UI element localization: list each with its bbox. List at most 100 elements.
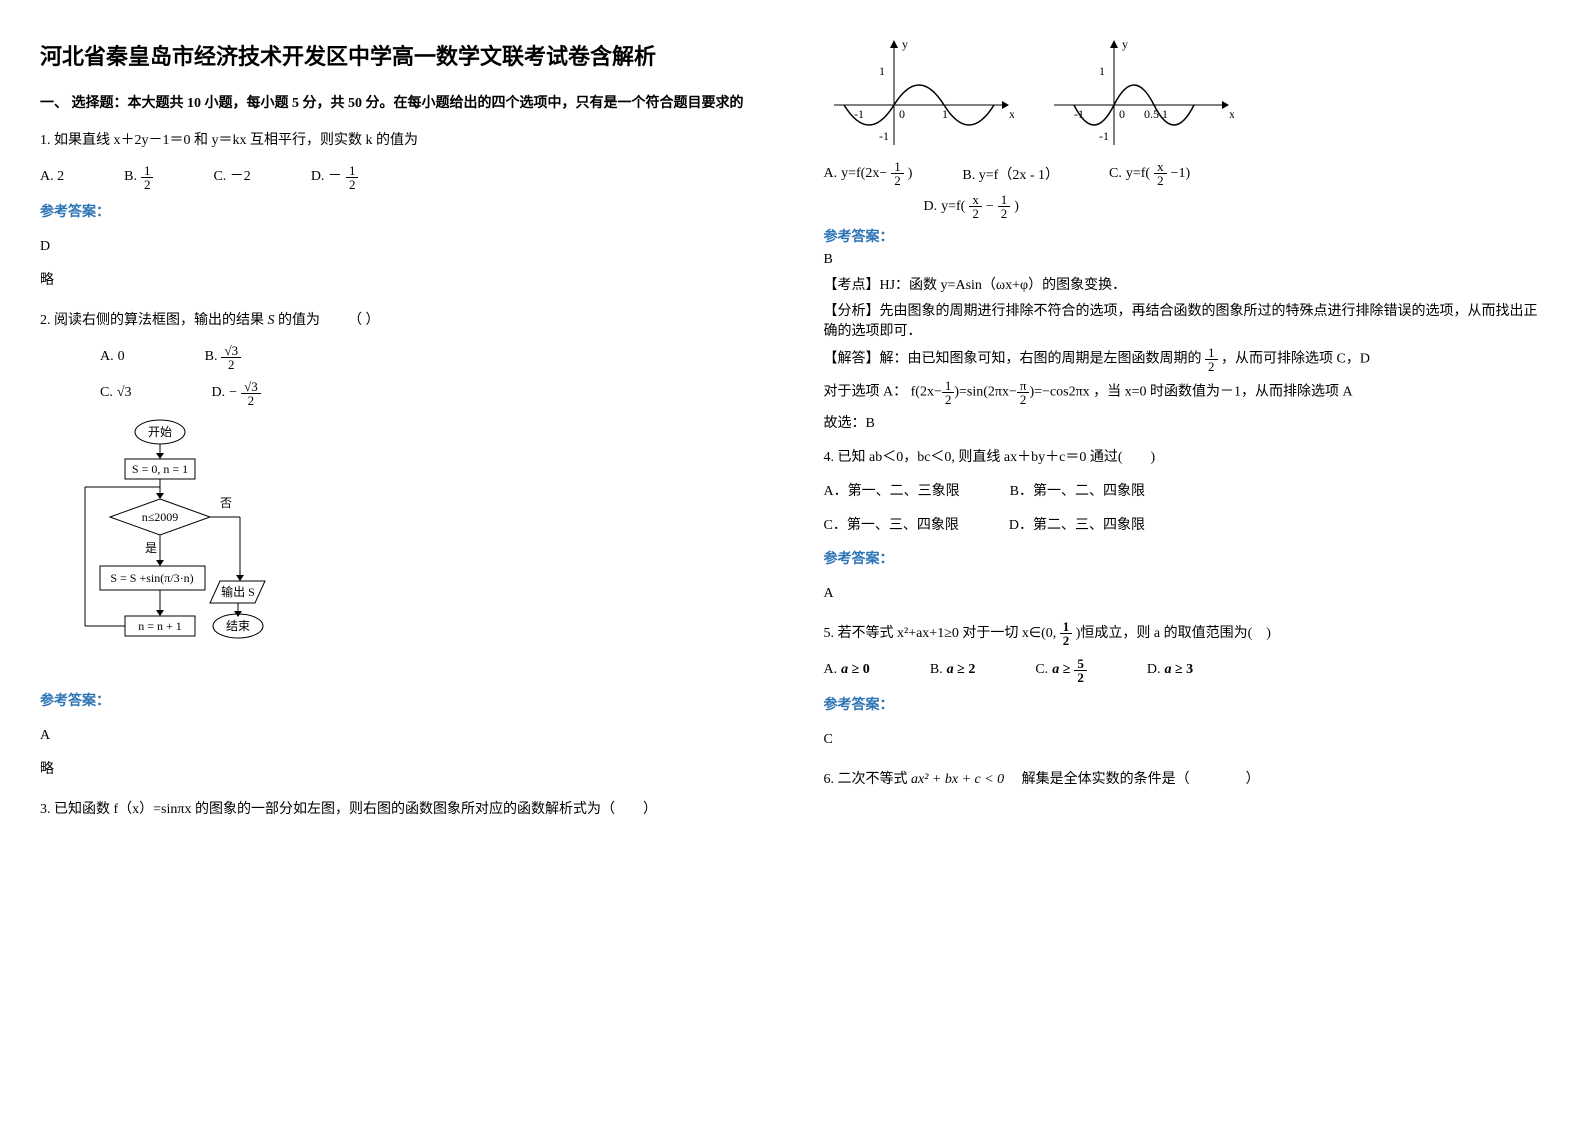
- flow-update: S = S +sin(π/3·n): [110, 571, 193, 585]
- q4-text: 4. 已知 ab＜0，bc＜0, 则直线 ax＋by＋c＝0 通过( ): [824, 444, 1548, 472]
- svg-text:-1: -1: [1099, 129, 1109, 143]
- q3-answer: B: [824, 252, 1548, 268]
- frac-icon: 52: [1074, 657, 1087, 684]
- q3-graphs: x y -1 0 1 1 -1 x y -1 0 0.5 1: [824, 40, 1548, 150]
- question-1: 1. 如果直线 x＋2y－1＝0 和 y＝kx 互相平行，则实数 k 的值为 A…: [40, 127, 764, 295]
- flow-end: 结束: [226, 619, 250, 633]
- q2-choices-row2: C. √3 D. −√32: [100, 379, 764, 407]
- question-5: 5. 若不等式 x²+ax+1≥0 对于一切 x∈(0, 12 )恒成立，则 a…: [824, 620, 1548, 754]
- q2-answer-label: 参考答案：: [40, 688, 764, 716]
- q5-choice-c: C. a ≥ 52: [1035, 656, 1087, 684]
- frac-icon: 12: [942, 379, 955, 406]
- q3-graph-right: x y -1 0 0.5 1 1 -1: [1044, 40, 1234, 150]
- q3-duiyu: 对于选项 A： f(2x−12)=sin(2πx−π2)=−cos2πx ，当 …: [824, 379, 1548, 406]
- right-column: x y -1 0 1 1 -1 x y -1 0 0.5 1: [824, 40, 1548, 836]
- flow-cond: n≤2009: [142, 510, 179, 524]
- svg-text:x: x: [1229, 107, 1234, 121]
- q3-text: 3. 已知函数 f（x）=sinπx 的图象的一部分如左图，则右图的函数图象所对…: [40, 796, 764, 824]
- q3-choice-a: A. y=f(2x−12): [824, 160, 913, 187]
- q2-choice-c: C. √3: [100, 379, 132, 407]
- fraction-half-icon: 12: [141, 164, 154, 191]
- q3-fenxi: 【分析】先由图象的周期进行排除不符合的选项，再结合函数的图象所过的特殊点进行排除…: [824, 300, 1548, 340]
- q1-choices: A. 2 B. 12 C. －2 D. － 12: [40, 163, 764, 191]
- q4-choice-d: D．第二、三、四象限: [1009, 512, 1145, 540]
- q3-choice-b: B. y=f（2x - 1）: [962, 160, 1059, 187]
- flowchart: 开始 S = 0, n = 1 n≤2009 否: [40, 417, 764, 678]
- fraction-sqrt3-2-icon: √32: [221, 344, 241, 371]
- q5-answer-label: 参考答案：: [824, 692, 1548, 720]
- q2-choice-b: B. √32: [205, 343, 241, 371]
- q4-choices-row1: A．第一、二、三象限 B．第一、二、四象限: [824, 478, 1548, 506]
- q2-choice-d: D. −√32: [212, 379, 261, 407]
- q1-answer: D: [40, 233, 764, 261]
- q5-choices: A. a ≥ 0 B. a ≥ 2 C. a ≥ 52 D. a ≥ 3: [824, 656, 1548, 684]
- flow-inc: n = n + 1: [138, 619, 182, 633]
- flow-yes-label: 是: [145, 541, 157, 555]
- frac-icon: 12: [1205, 346, 1218, 373]
- svg-text:1: 1: [942, 107, 948, 121]
- q4-choice-a: A．第一、二、三象限: [824, 478, 960, 506]
- q1-choice-c: C. －2: [213, 163, 250, 191]
- svg-text:y: y: [902, 40, 908, 51]
- svg-text:0: 0: [899, 107, 905, 121]
- q2-note: 略: [40, 756, 764, 784]
- q5-text: 5. 若不等式 x²+ax+1≥0 对于一切 x∈(0, 12 )恒成立，则 a…: [824, 620, 1548, 648]
- q4-choice-b: B．第一、二、四象限: [1010, 478, 1145, 506]
- svg-text:x: x: [1009, 107, 1014, 121]
- question-4: 4. 已知 ab＜0，bc＜0, 则直线 ax＋by＋c＝0 通过( ) A．第…: [824, 444, 1548, 608]
- q6-expr: ax² + bx + c < 0: [911, 772, 1004, 787]
- frac-icon: 12: [891, 160, 904, 187]
- frac-icon: x2: [1154, 160, 1167, 187]
- q2-text: 2. 阅读右侧的算法框图，输出的结果 S 的值为 （ ）: [40, 307, 764, 335]
- frac-icon: 12: [998, 193, 1011, 220]
- svg-text:1: 1: [879, 64, 885, 78]
- q3-jieda: 【解答】解：由已知图象可知，右图的周期是左图函数周期的 12 ，从而可排除选项 …: [824, 346, 1548, 373]
- q3-answer-label: 参考答案：: [824, 226, 1548, 246]
- q4-answer: A: [824, 580, 1548, 608]
- flow-output: 输出 S: [221, 584, 255, 599]
- q3-choices-row1: A. y=f(2x−12) B. y=f（2x - 1） C. y=f(x2−1…: [824, 160, 1548, 187]
- svg-text:y: y: [1122, 40, 1128, 51]
- flow-start: 开始: [148, 425, 172, 439]
- q3-choices-row2: D. y=f(x2−12): [924, 193, 1548, 220]
- svg-text:0: 0: [1119, 107, 1125, 121]
- q2-answer: A: [40, 722, 764, 750]
- frac-icon: 12: [1060, 620, 1073, 647]
- frac-icon: π2: [1017, 379, 1030, 406]
- left-column: 河北省秦皇岛市经济技术开发区中学高一数学文联考试卷含解析 一、 选择题：本大题共…: [40, 40, 764, 836]
- q3-guxuan: 故选：B: [824, 412, 1548, 432]
- q5-choice-d: D. a ≥ 3: [1147, 656, 1193, 684]
- svg-text:-1: -1: [1074, 107, 1084, 121]
- fraction-neg-sqrt3-2-icon: √32: [241, 380, 261, 407]
- question-2: 2. 阅读右侧的算法框图，输出的结果 S 的值为 （ ） A. 0 B. √32: [40, 307, 764, 784]
- q4-choice-c: C．第一、三、四象限: [824, 512, 959, 540]
- flowchart-svg: 开始 S = 0, n = 1 n≤2009 否: [40, 417, 270, 667]
- frac-icon: x2: [969, 193, 982, 220]
- q3-kaodian: 【考点】HJ：函数 y=Asin（ωx+φ）的图象变换．: [824, 274, 1548, 294]
- q3-choice-c: C. y=f(x2−1): [1109, 160, 1190, 187]
- svg-text:1: 1: [1099, 64, 1105, 78]
- q5-choice-a: A. a ≥ 0: [824, 656, 870, 684]
- q1-answer-label: 参考答案：: [40, 199, 764, 227]
- exam-page: 河北省秦皇岛市经济技术开发区中学高一数学文联考试卷含解析 一、 选择题：本大题共…: [40, 40, 1547, 836]
- svg-text:1: 1: [1162, 107, 1168, 121]
- q5-answer: C: [824, 726, 1548, 754]
- q1-text: 1. 如果直线 x＋2y－1＝0 和 y＝kx 互相平行，则实数 k 的值为: [40, 127, 764, 155]
- q4-choices-row2: C．第一、三、四象限 D．第二、三、四象限: [824, 512, 1548, 540]
- sqrt3-icon: √3: [117, 379, 132, 407]
- svg-text:-1: -1: [879, 129, 889, 143]
- question-6: 6. 二次不等式 ax² + bx + c < 0 解集是全体实数的条件是（ ）: [824, 766, 1548, 794]
- q1-choice-d: D. － 12: [311, 163, 359, 191]
- q3-graph-left: x y -1 0 1 1 -1: [824, 40, 1014, 150]
- svg-text:0.5: 0.5: [1144, 107, 1159, 121]
- section-1-title: 一、 选择题：本大题共 10 小题，每小题 5 分，共 50 分。在每小题给出的…: [40, 93, 764, 115]
- q2-choices-row1: A. 0 B. √32: [100, 343, 764, 371]
- q1-note: 略: [40, 267, 764, 295]
- question-3: 3. 已知函数 f（x）=sinπx 的图象的一部分如左图，则右图的函数图象所对…: [40, 796, 764, 824]
- flow-init: S = 0, n = 1: [132, 462, 188, 476]
- q1-choice-a: A. 2: [40, 163, 64, 191]
- variable-s-icon: S: [268, 313, 275, 328]
- fraction-half-icon: 12: [346, 164, 359, 191]
- q1-choice-b: B. 12: [124, 163, 153, 191]
- q4-answer-label: 参考答案：: [824, 546, 1548, 574]
